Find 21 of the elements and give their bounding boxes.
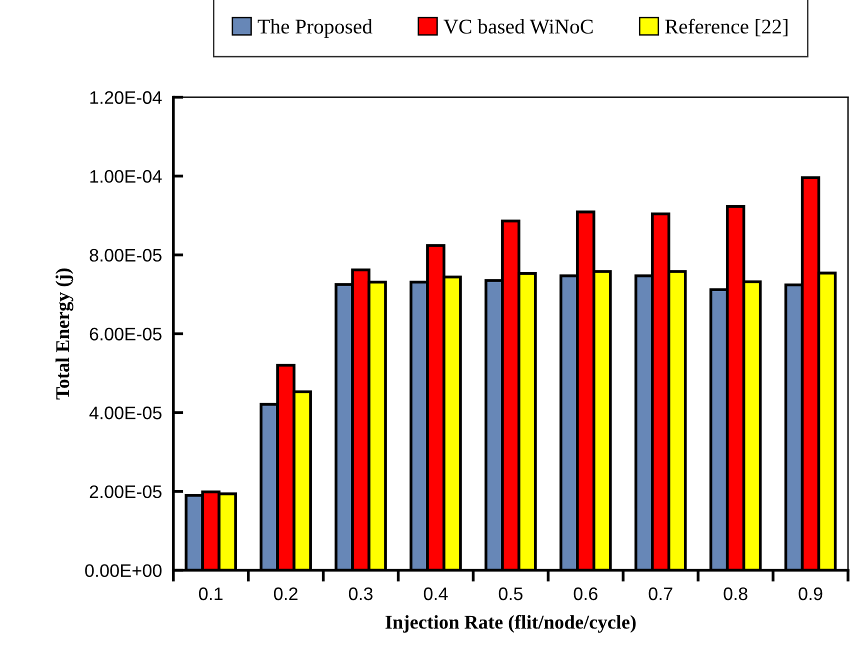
x-tick-label: 0.9 bbox=[798, 587, 822, 600]
legend-label: Reference [22] bbox=[665, 18, 788, 36]
y-axis-title: Total Energy (j) bbox=[56, 268, 74, 400]
x-tick-label: 0.1 bbox=[199, 587, 223, 600]
x-tick-label: 0.6 bbox=[574, 587, 598, 600]
legend-label: VC based WiNoC bbox=[444, 18, 593, 34]
y-tick-label: 8.00E-05 bbox=[90, 248, 162, 262]
x-tick-label: 0.8 bbox=[724, 587, 748, 600]
x-tick-label: 0.3 bbox=[348, 587, 373, 600]
x-tick-label: 0.7 bbox=[648, 587, 672, 600]
legend-label: The Proposed bbox=[258, 18, 372, 38]
y-tick-label: 0.00E+00 bbox=[85, 564, 162, 577]
x-tick-label: 0.2 bbox=[274, 587, 298, 600]
x-tick-label: 0.4 bbox=[424, 587, 448, 600]
x-tick-label: 0.5 bbox=[498, 587, 522, 600]
y-tick-label: 2.00E-05 bbox=[90, 485, 162, 498]
x-axis-title: Injection Rate (flit/node/cycle) bbox=[386, 614, 636, 633]
y-tick-label: 6.00E-05 bbox=[90, 328, 162, 340]
y-tick-label: 1.00E-04 bbox=[90, 170, 162, 183]
y-tick-label: 1.20E-04 bbox=[90, 91, 162, 104]
y-tick-label: 4.00E-05 bbox=[89, 406, 162, 420]
